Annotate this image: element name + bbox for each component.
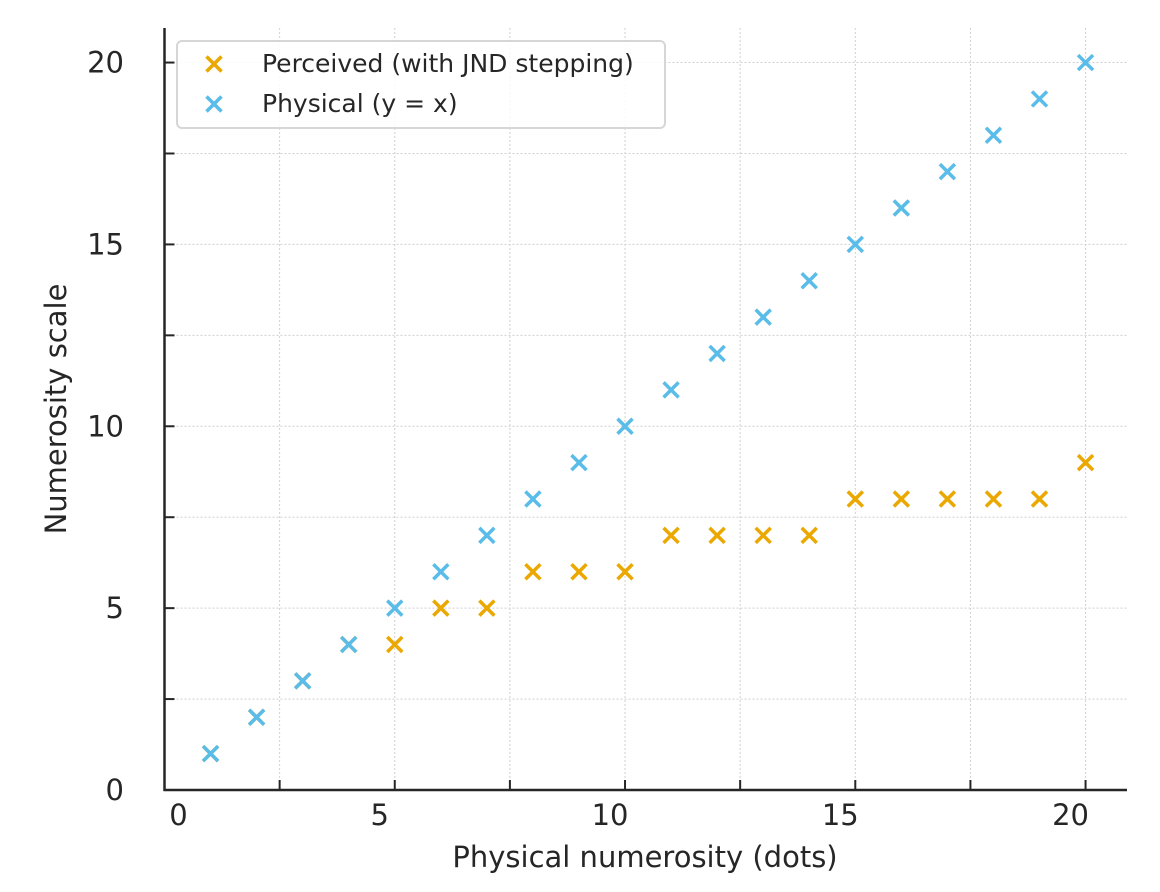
point-physical (754, 308, 772, 326)
point-perceived (1030, 490, 1049, 508)
point-perceived (754, 526, 772, 545)
point-physical (386, 599, 404, 617)
point-physical (570, 453, 588, 472)
marker-stroke (205, 95, 223, 113)
marker-stroke (432, 599, 450, 617)
point-physical (938, 162, 957, 181)
legend-label-perceived: Perceived (with JND stepping) (262, 49, 634, 78)
legend-marker-physical (205, 95, 223, 113)
point-physical (247, 708, 266, 726)
point-physical (339, 635, 358, 654)
marker-stroke (386, 635, 404, 654)
point-physical (616, 417, 634, 436)
point-perceived (478, 599, 496, 617)
marker-stroke (386, 599, 404, 617)
point-physical (478, 526, 496, 545)
marker-stroke (570, 563, 588, 581)
point-physical (524, 490, 542, 508)
point-perceived (984, 490, 1003, 508)
point-physical (800, 272, 818, 290)
point-perceived (616, 563, 634, 581)
marker-stroke (432, 563, 450, 581)
marker-stroke (708, 344, 726, 363)
marker-stroke (616, 563, 634, 581)
marker-stroke (247, 708, 266, 726)
point-physical (201, 744, 220, 763)
point-physical (432, 563, 450, 581)
marker-stroke (478, 599, 496, 617)
legend-marker-perceived (205, 55, 223, 73)
marker-stroke (800, 272, 818, 290)
x-tick-label: 10 (592, 798, 629, 832)
point-perceived (800, 526, 818, 545)
marker-stroke (892, 490, 911, 508)
marker-stroke (846, 490, 865, 508)
point-physical (1076, 53, 1095, 72)
point-perceived (938, 490, 957, 508)
y-tick-label: 20 (87, 46, 124, 80)
y-tick-label: 10 (87, 409, 124, 443)
point-perceived (524, 563, 542, 581)
point-physical (892, 199, 911, 217)
legend-x-marker (205, 95, 223, 113)
marker-stroke (754, 308, 772, 326)
legend-x-marker (205, 55, 223, 73)
x-tick-label: 0 (169, 798, 187, 832)
marker-stroke (938, 162, 957, 181)
marker-stroke (524, 563, 542, 581)
point-perceived (432, 599, 450, 617)
legend-label-physical: Physical (y = x) (262, 89, 458, 118)
marker-stroke (708, 526, 726, 545)
y-tick-label: 5 (106, 591, 124, 625)
marker-stroke (846, 235, 865, 254)
axes (163, 28, 1127, 792)
marker-stroke (662, 526, 680, 545)
x-tick-label: 20 (1052, 798, 1089, 832)
point-perceived (892, 490, 911, 508)
marker-stroke (662, 381, 680, 399)
x-tick-label: 5 (371, 798, 389, 832)
x-axis-label: Physical numerosity (dots) (452, 840, 837, 874)
point-physical (708, 344, 726, 363)
marker-stroke (478, 526, 496, 545)
marker-stroke (892, 199, 911, 217)
ticks: 0 5 10 15 20 0 5 10 15 20 (87, 46, 1089, 832)
marker-stroke (984, 490, 1003, 508)
point-physical (662, 381, 680, 399)
point-physical (846, 235, 865, 254)
legend-box (176, 40, 666, 129)
y-axis-label: Numerosity scale (39, 284, 73, 535)
data-points (201, 53, 1095, 763)
x-tick-label: 15 (822, 798, 859, 832)
y-tick-label: 15 (87, 227, 124, 261)
legend: Perceived (with JND stepping) Physical (… (176, 40, 666, 129)
marker-stroke (984, 126, 1003, 145)
marker-stroke (201, 744, 220, 763)
marker-stroke (754, 526, 772, 545)
marker-stroke (938, 490, 957, 508)
marker-stroke (1076, 453, 1095, 472)
marker-stroke (1030, 90, 1049, 108)
point-perceived (708, 526, 726, 545)
y-tick-label: 0 (106, 773, 124, 807)
marker-stroke (293, 672, 312, 690)
marker-stroke (800, 526, 818, 545)
point-physical (293, 672, 312, 690)
marker-stroke (1076, 53, 1095, 72)
marker-stroke (339, 635, 358, 654)
point-perceived (846, 490, 865, 508)
point-physical (1030, 90, 1049, 108)
marker-stroke (616, 417, 634, 436)
marker-stroke (570, 453, 588, 472)
marker-stroke (1030, 490, 1049, 508)
point-perceived (1076, 453, 1095, 472)
marker-stroke (524, 490, 542, 508)
point-physical (984, 126, 1003, 145)
point-perceived (386, 635, 404, 654)
point-perceived (570, 563, 588, 581)
point-perceived (662, 526, 680, 545)
marker-stroke (205, 55, 223, 73)
